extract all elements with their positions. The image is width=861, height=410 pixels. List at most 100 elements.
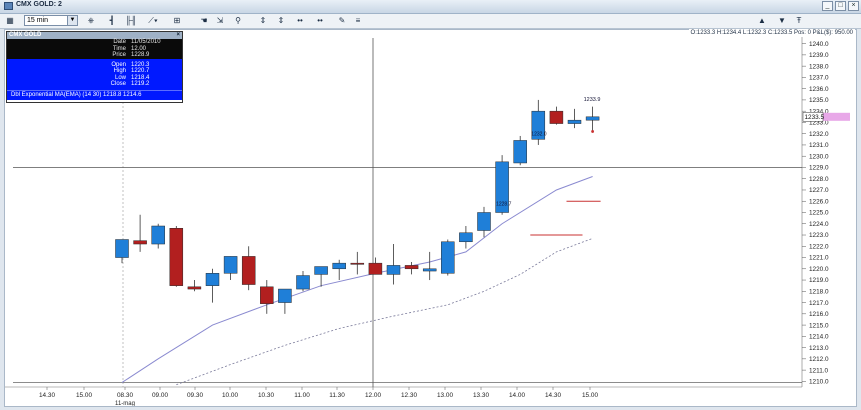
timeframe-value: 15 min	[27, 17, 49, 24]
draw-tool-icon[interactable]: ✎	[338, 16, 346, 25]
arrow-up-control[interactable]: ▲	[758, 16, 766, 25]
price-tick-label: 1239.0	[809, 52, 829, 59]
candle-body	[115, 239, 129, 258]
close-button[interactable]: ×	[848, 1, 859, 11]
minimize-button[interactable]: _	[822, 1, 833, 11]
time-tick-label: 12.30	[401, 392, 417, 399]
info-value: 1220.3	[131, 61, 150, 68]
candle-body	[133, 240, 147, 245]
chevron-down-icon: ▼	[67, 16, 77, 25]
order-marker	[591, 130, 594, 133]
price-tick-label: 1230.0	[809, 153, 829, 160]
chart-canvas[interactable]: 1240.0 1239.0 1238.0 1237.0 1236.0 1235.0 1234…	[5, 30, 856, 406]
info-key: Time	[112, 45, 126, 52]
info-value: 11/05/2010	[131, 39, 161, 45]
data-window: CMX GOLD × Date 11/05/2010 Time 12.00 Pric…	[6, 31, 183, 103]
time-tick-label: 13.30	[473, 392, 489, 399]
grid-icon[interactable]: ▦	[6, 16, 14, 25]
candle-body	[205, 273, 220, 286]
info-row: Time 12.00	[7, 46, 182, 53]
maximize-button[interactable]: □	[835, 1, 846, 11]
expand-icon[interactable]: ••	[317, 16, 323, 25]
scroll-down-icon[interactable]: ⇕	[277, 16, 285, 25]
ema-readout: Dbl Exponential MA(EMA) (14 30) 1218.8 1…	[7, 89, 182, 100]
app-icon	[4, 2, 13, 10]
info-row: Low 1218.4	[7, 75, 182, 82]
ohlc-icon[interactable]: ╟╢	[125, 16, 137, 25]
data-window-title: CMX GOLD	[9, 32, 42, 38]
time-tick-label: 14.30	[545, 392, 561, 399]
price-tick-label: 1232.0	[809, 131, 829, 138]
timeframe-select[interactable]: 15 min ▼	[24, 15, 78, 26]
price-tick-label: 1211.0	[809, 367, 829, 374]
time-tick-label: 12.00	[365, 392, 381, 399]
price-tick-label: 1237.0	[809, 75, 829, 82]
candle-body	[278, 288, 292, 303]
price-tick-label: 1231.0	[809, 142, 829, 149]
time-tick-label: 15.00	[582, 392, 598, 399]
info-row: Price 1228.9	[7, 52, 182, 59]
price-tick-label: 1228.0	[809, 176, 829, 183]
price-tick-label: 1233.0	[809, 120, 829, 127]
time-tick-label: 10.00	[222, 392, 238, 399]
info-row: Date 11/05/2010	[7, 39, 182, 46]
data-window-time-block: Date 11/05/2010 Time 12.00 Price 1228.9	[7, 39, 182, 59]
candle-body	[404, 265, 419, 270]
time-tick-label: 14.30	[39, 392, 55, 399]
price-tick-label: 1223.0	[809, 232, 829, 239]
price-tick-label: 1220.0	[809, 266, 829, 273]
price-tick-label: 1219.0	[809, 277, 829, 284]
info-key: High	[113, 68, 126, 74]
candle-body	[495, 161, 509, 213]
candle-body	[531, 110, 546, 140]
price-tick-label: 1224.0	[809, 221, 829, 228]
info-key: Close	[110, 81, 126, 87]
candle-body	[151, 225, 165, 245]
time-tick-label: 10.30	[258, 392, 274, 399]
bar-chart-icon[interactable]: ┫	[109, 16, 115, 25]
data-window-header: CMX GOLD ×	[7, 32, 182, 39]
last-price-box	[802, 112, 824, 122]
time-tick-label: 15.00	[76, 392, 92, 399]
zoom-icon[interactable]: ⚲	[235, 16, 241, 25]
scroll-up-icon[interactable]: ⇕	[259, 16, 267, 25]
price-tick-label: 1212.0	[809, 356, 829, 363]
price-tick-label: 1227.0	[809, 187, 829, 194]
hand-tool-icon[interactable]: ☚	[200, 16, 208, 25]
info-row: High 1220.7	[7, 68, 182, 75]
candle-body	[422, 268, 437, 272]
compress-icon[interactable]: ••	[297, 16, 303, 25]
info-value: 1228.9	[131, 52, 150, 58]
arrow-down-control[interactable]: ▼	[778, 16, 786, 25]
price-tick-label: 1229.0	[809, 165, 829, 172]
close-icon[interactable]: ×	[176, 32, 180, 38]
candle-annotation: 1232.0	[531, 132, 547, 138]
price-axis	[802, 30, 856, 406]
pointer-icon[interactable]: ⇲	[216, 16, 224, 25]
window-titlebar: CMX GOLD: 2 _ □ ×	[0, 0, 861, 14]
time-tick-label: 14.00	[509, 392, 525, 399]
price-tick-label: 1226.0	[809, 198, 829, 205]
candle-body	[169, 228, 184, 286]
toolbar: ▦ 15 min ▼ ⎈ ┫ ╟╢ ⟋▾ ⊞ ☚ ⇲ ⚲ ⇕ ⇕ •• •• ✎…	[0, 14, 861, 29]
info-key: Date	[113, 39, 126, 45]
info-value: 1219.2	[131, 81, 150, 87]
data-window-ohlc-block: Open 1220.3 High 1220.7 Low 1218.4 Close 121…	[7, 58, 182, 90]
price-tick-label: 1216.0	[809, 311, 829, 318]
text-tool-icon[interactable]: ≡	[355, 16, 361, 25]
candle-body	[223, 256, 238, 274]
candle-body	[296, 275, 310, 290]
pin-control[interactable]: Ŧ	[796, 16, 802, 25]
studies-icon[interactable]: ⊞	[173, 16, 181, 25]
time-tick-label: 09.30	[187, 392, 203, 399]
candle-annotation: 1233.9	[584, 97, 601, 103]
indicator-icon[interactable]: ⟋▾	[148, 16, 158, 25]
candle-body	[368, 262, 383, 275]
price-tick-label: 1218.0	[809, 289, 829, 296]
info-value: 1220.7	[131, 68, 150, 74]
candle-body	[241, 256, 256, 285]
chart-type-icon[interactable]: ⎈	[87, 16, 95, 25]
price-tick-label: 1222.0	[809, 243, 829, 250]
time-tick-label: 11.30	[329, 392, 345, 399]
candle-body	[459, 232, 473, 243]
